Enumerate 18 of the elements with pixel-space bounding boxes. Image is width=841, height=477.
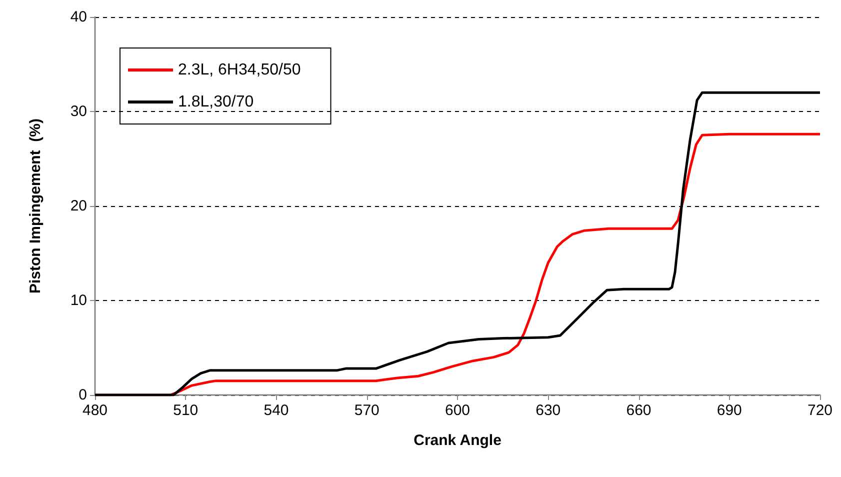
y-axis-title: Piston Impingement (%) [27, 118, 44, 294]
x-tick-label: 480 [82, 402, 108, 419]
x-tick-label: 720 [807, 402, 833, 419]
x-tick-label: 630 [536, 402, 561, 419]
legend-label: 1.8L,30/70 [178, 94, 254, 110]
legend-label: 2.3L, 6H34,50/50 [178, 62, 301, 78]
y-tick-label: 0 [78, 386, 87, 404]
x-tick-label: 600 [444, 402, 470, 419]
x-tick-label: 540 [264, 402, 289, 419]
x-tick-label: 570 [354, 402, 380, 419]
x-tick-label: 660 [626, 402, 652, 419]
x-axis-title: Crank Angle [414, 432, 502, 449]
y-tick-label: 30 [70, 103, 87, 120]
y-tick-label: 20 [70, 198, 87, 214]
x-tick-label: 510 [173, 402, 198, 419]
y-tick-label: 10 [70, 292, 87, 309]
x-tick-label: 690 [716, 402, 742, 419]
y-tick-label: 40 [70, 8, 87, 26]
